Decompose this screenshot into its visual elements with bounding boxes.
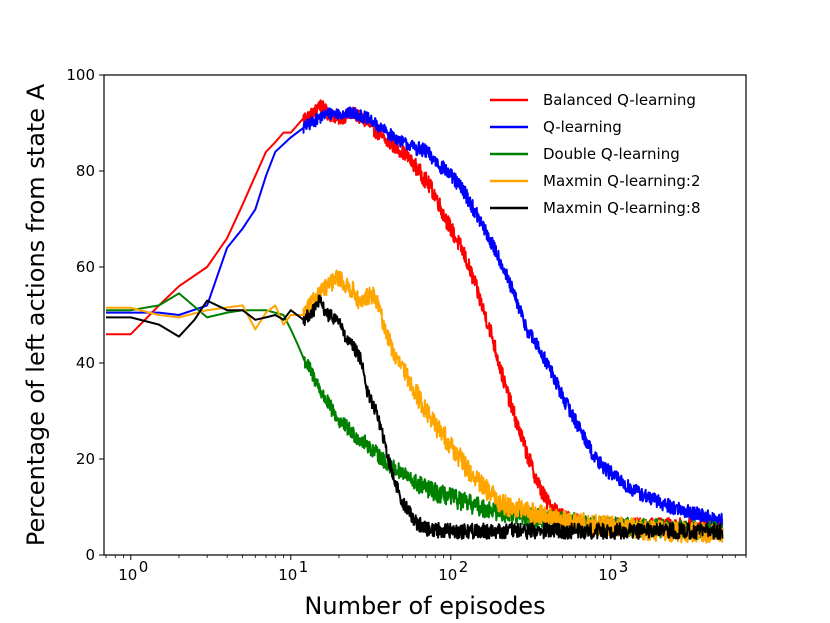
x-tick-exponent: 2 bbox=[459, 558, 469, 576]
y-tick-label: 40 bbox=[76, 354, 95, 372]
x-tick-exponent: 1 bbox=[299, 558, 309, 576]
x-tick-exponent: 3 bbox=[619, 558, 629, 576]
x-tick-label: 10 bbox=[278, 566, 297, 584]
series-line-1 bbox=[106, 106, 724, 526]
y-axis-title: Percentage of left actions from state A bbox=[22, 83, 50, 546]
legend-label-0: Balanced Q-learning bbox=[543, 91, 696, 109]
y-tick-label: 80 bbox=[76, 162, 95, 180]
y-tick-label: 20 bbox=[76, 450, 95, 468]
x-axis-title: Number of episodes bbox=[304, 592, 545, 620]
legend-label-1: Q-learning bbox=[543, 118, 622, 136]
x-tick-exponent: 0 bbox=[139, 558, 149, 576]
series-layer bbox=[106, 99, 724, 544]
x-tick-label: 10 bbox=[118, 566, 137, 584]
legend-label-4: Maxmin Q-learning:8 bbox=[543, 199, 701, 217]
y-tick-label: 100 bbox=[66, 66, 95, 84]
y-tick-label: 0 bbox=[85, 546, 95, 564]
plot-frame bbox=[103, 74, 747, 556]
y-tick-label: 60 bbox=[76, 258, 95, 276]
legend-label-3: Maxmin Q-learning:2 bbox=[543, 172, 701, 190]
series-line-0 bbox=[106, 99, 724, 536]
x-tick-label: 10 bbox=[598, 566, 617, 584]
legend-label-2: Double Q-learning bbox=[543, 145, 680, 163]
legend: Balanced Q-learning Q-learning Double Q-le… bbox=[490, 91, 701, 217]
series-line-4 bbox=[106, 294, 724, 540]
x-tick-label: 10 bbox=[438, 566, 457, 584]
